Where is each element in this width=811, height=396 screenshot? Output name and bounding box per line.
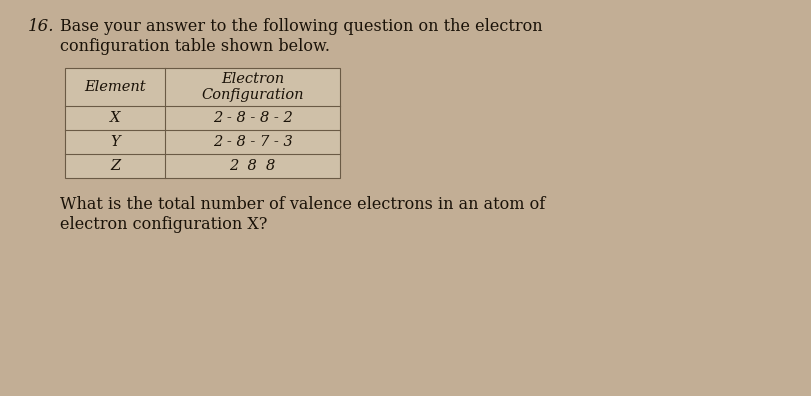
Text: 2 - 8 - 8 - 2: 2 - 8 - 8 - 2 bbox=[212, 111, 293, 125]
Text: What is the total number of valence electrons in an atom of: What is the total number of valence elec… bbox=[60, 196, 545, 213]
Text: electron configuration X?: electron configuration X? bbox=[60, 216, 268, 233]
Text: 2  8  8: 2 8 8 bbox=[230, 159, 276, 173]
Text: Electron
Configuration: Electron Configuration bbox=[201, 72, 304, 102]
Text: Z: Z bbox=[110, 159, 120, 173]
Text: configuration table shown below.: configuration table shown below. bbox=[60, 38, 330, 55]
Text: Y: Y bbox=[110, 135, 120, 149]
Text: 2 - 8 - 7 - 3: 2 - 8 - 7 - 3 bbox=[212, 135, 293, 149]
Bar bbox=[65, 68, 340, 178]
Text: 16.: 16. bbox=[28, 18, 54, 35]
Text: X: X bbox=[109, 111, 120, 125]
Text: Element: Element bbox=[84, 80, 146, 94]
Text: Base your answer to the following question on the electron: Base your answer to the following questi… bbox=[60, 18, 543, 35]
